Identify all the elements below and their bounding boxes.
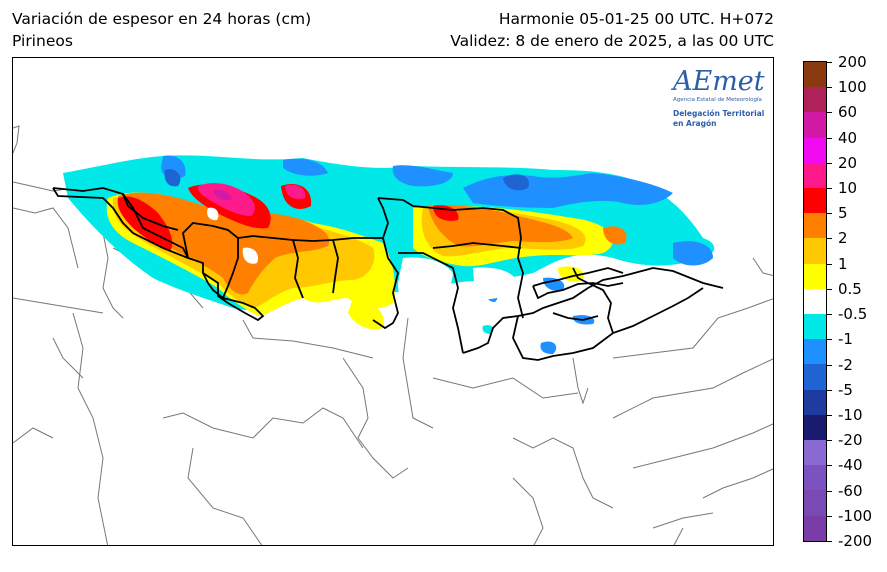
- colorbar-label: -0.5: [838, 305, 868, 324]
- colorbar-segment: [804, 465, 826, 491]
- colorbar-segment: [804, 414, 826, 441]
- colorbar-segment: [804, 137, 826, 163]
- map-region: Pirineos: [12, 32, 73, 50]
- colorbar-label: -60: [838, 481, 863, 500]
- colorbar-segment: [804, 162, 826, 189]
- snow-depth-change-map: [13, 125, 773, 545]
- colorbar-segment: [804, 263, 826, 289]
- colorbar: [803, 61, 827, 542]
- colorbar-tick: [827, 288, 832, 290]
- colorbar-tick: [827, 490, 832, 492]
- colorbar-tick: [827, 213, 832, 215]
- colorbar-tick: [827, 137, 832, 139]
- colorbar-label: -1: [838, 330, 853, 349]
- delegation-line-1: Delegación Territorial: [673, 109, 765, 118]
- colorbar-label: 2: [838, 229, 848, 248]
- colorbar-tick: [827, 87, 832, 89]
- aemet-wordmark: AEmet: [673, 66, 765, 97]
- model-run: Harmonie 05-01-25 00 UTC. H+072: [498, 10, 774, 28]
- colorbar-label: -10: [838, 405, 863, 424]
- colorbar-segment: [804, 238, 826, 264]
- colorbar-tick: [827, 364, 832, 366]
- colorbar-label: -2: [838, 355, 853, 374]
- snow-change-field: [63, 155, 715, 354]
- colorbar-segment: [804, 87, 826, 113]
- colorbar-segment: [804, 62, 826, 88]
- colorbar-label: -20: [838, 431, 863, 450]
- colorbar-label: 60: [838, 103, 858, 122]
- colorbar-segment: [804, 188, 826, 214]
- zone-boundaries: [52, 187, 724, 361]
- colorbar-label: -200: [838, 532, 873, 550]
- colorbar-tick: [827, 389, 832, 391]
- admin-boundaries: [13, 125, 773, 545]
- colorbar-label: -40: [838, 456, 863, 475]
- colorbar-segment: [804, 314, 826, 340]
- colorbar-label: 100: [838, 78, 867, 97]
- colorbar-tick: [827, 339, 832, 341]
- colorbar-label: 0.5: [838, 279, 862, 298]
- colorbar-segment: [804, 515, 826, 541]
- colorbar-tick: [827, 238, 832, 240]
- map-panel: AEmet Agencia Estatal de Meteorología De…: [12, 57, 774, 546]
- validity-time: Validez: 8 de enero de 2025, a las 00 UT…: [450, 32, 774, 50]
- aemet-logo: AEmet Agencia Estatal de Meteorología De…: [673, 66, 768, 138]
- colorbar-tick: [827, 515, 832, 517]
- colorbar-tick: [827, 414, 832, 416]
- colorbar-label: 200: [838, 53, 867, 71]
- colorbar-tick: [827, 541, 832, 542]
- colorbar-tick: [827, 188, 832, 190]
- colorbar-label: -100: [838, 506, 873, 525]
- colorbar-segment: [804, 389, 826, 415]
- colorbar-tick: [827, 314, 832, 316]
- colorbar-segment: [804, 339, 826, 365]
- colorbar-segment: [804, 440, 826, 466]
- colorbar-label: 10: [838, 179, 858, 198]
- agency-name: Agencia Estatal de Meteorología: [673, 97, 762, 103]
- colorbar-tick: [827, 263, 832, 265]
- colorbar-segment: [804, 288, 826, 315]
- colorbar-segment: [804, 213, 826, 239]
- colorbar-label: 40: [838, 128, 858, 147]
- colorbar-label: -5: [838, 380, 853, 399]
- colorbar-tick: [827, 112, 832, 114]
- colorbar-label: 20: [838, 153, 858, 172]
- colorbar-segment: [804, 490, 826, 516]
- colorbar-segment: [804, 112, 826, 138]
- colorbar-tick: [827, 440, 832, 442]
- colorbar-segment: [804, 364, 826, 390]
- colorbar-label: 5: [838, 204, 848, 223]
- colorbar-tick: [827, 62, 832, 63]
- delegation-line-2: en Aragón: [673, 119, 717, 128]
- colorbar-tick: [827, 162, 832, 164]
- map-title: Variación de espesor en 24 horas (cm): [12, 10, 312, 28]
- colorbar-tick: [827, 465, 832, 467]
- colorbar-label: 1: [838, 254, 848, 273]
